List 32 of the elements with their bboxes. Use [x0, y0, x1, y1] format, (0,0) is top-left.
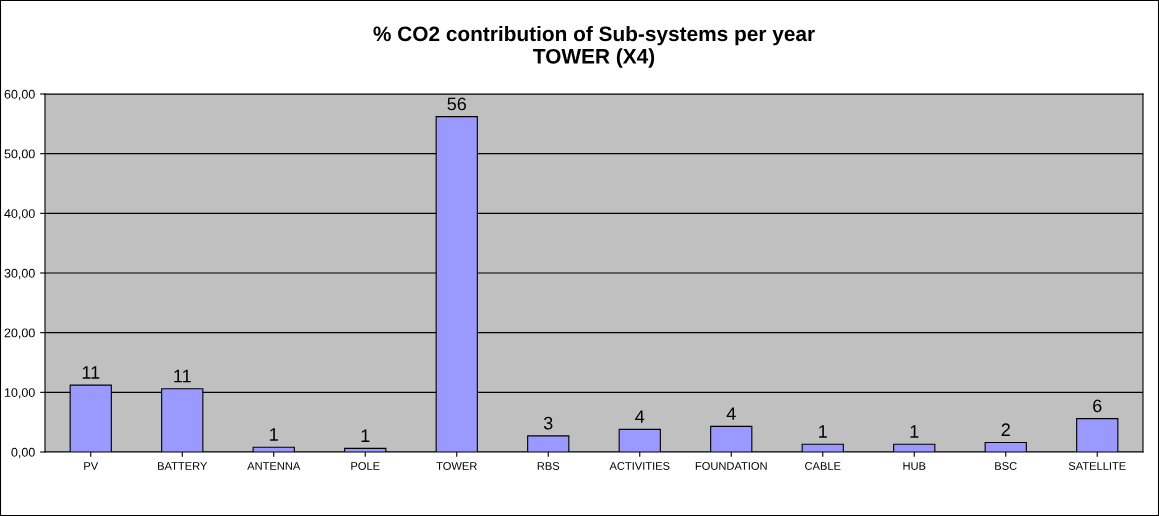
x-tick-label: FOUNDATION [695, 462, 767, 470]
data-label: 1 [819, 425, 827, 438]
data-label: 2 [1001, 423, 1010, 436]
y-tick-label: 40,00 [4, 209, 35, 220]
y-tick-label: 50,00 [4, 149, 35, 160]
data-label: 56 [447, 97, 466, 111]
y-tick-label: 30,00 [4, 268, 35, 280]
x-tick-label: ANTENNA [247, 462, 301, 470]
x-tick-label: HUB [903, 462, 926, 470]
x-tick-label: SATELLITE [1068, 462, 1126, 470]
x-tick-label: POLE [351, 462, 380, 470]
x-tick-label: PV [84, 462, 99, 470]
data-label: 4 [635, 410, 645, 423]
data-label: 11 [174, 369, 191, 383]
x-tick-label: BATTERY [158, 462, 208, 470]
data-label: 6 [1093, 399, 1102, 413]
x-tick-label: CABLE [805, 462, 841, 470]
y-tick-label: 10,00 [4, 388, 35, 399]
x-tick-label: ACTIVITIES [609, 462, 670, 470]
data-label: 11 [82, 366, 100, 379]
data-label: 1 [910, 425, 919, 438]
x-tick-label: TOWER [436, 462, 477, 470]
chart-title: % CO2 contribution of Sub-systems per year TOWER (X4) [373, 25, 815, 68]
data-label: 1 [361, 429, 370, 442]
data-label: 4 [726, 407, 736, 420]
y-tick-label: 60,00 [4, 89, 35, 101]
y-tick-label: 0,00 [11, 447, 35, 459]
data-label: 1 [270, 428, 278, 441]
x-tick-label: BSC [995, 462, 1017, 470]
x-tick-label: RBS [537, 462, 560, 470]
data-label: 3 [543, 416, 553, 430]
y-tick-label: 20,00 [4, 328, 35, 339]
